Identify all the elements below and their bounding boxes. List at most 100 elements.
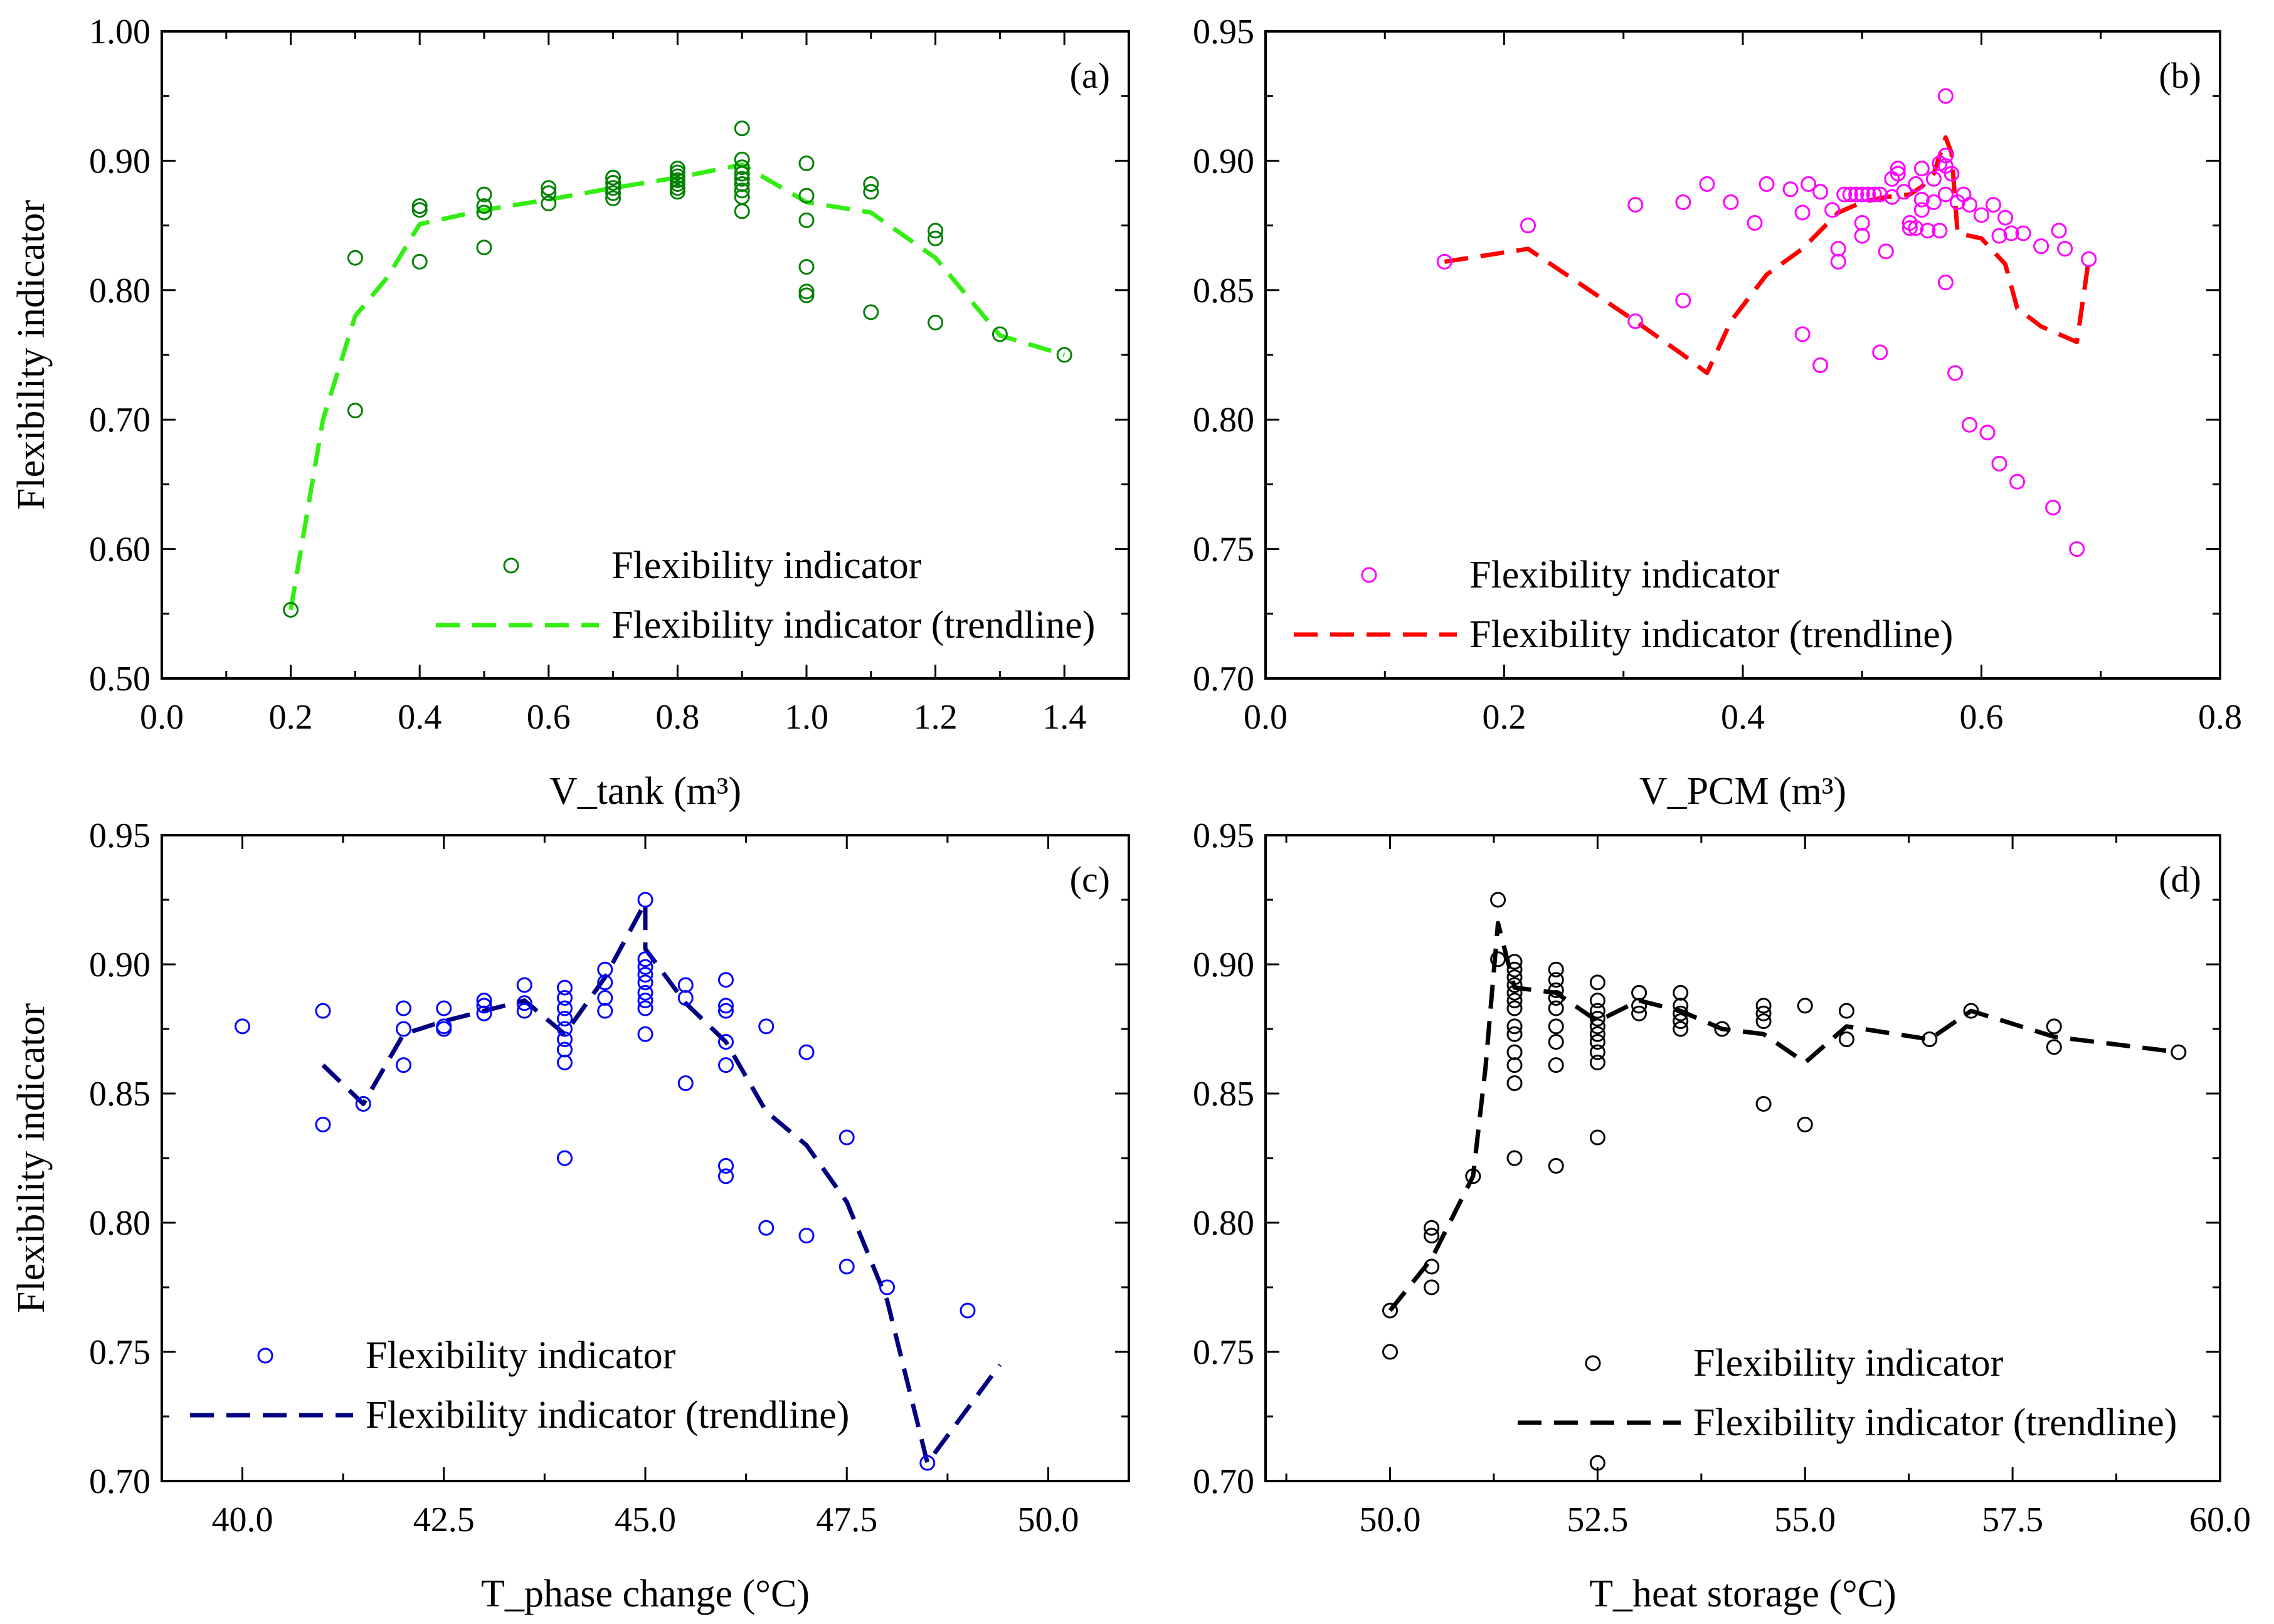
data-point <box>1506 1150 1523 1166</box>
data-point <box>557 1041 573 1058</box>
data-point <box>1548 1057 1564 1073</box>
data-point <box>879 1279 895 1295</box>
data-point <box>1506 993 1523 1009</box>
x-tick-label: 50.0 <box>1360 1500 1421 1539</box>
data-point <box>1797 998 1813 1014</box>
panel-label: (d) <box>2159 859 2201 900</box>
y-tick-label: 0.80 <box>1193 401 1254 440</box>
data-point <box>1548 1018 1564 1035</box>
data-point <box>863 304 879 320</box>
x-tick-label: 55.0 <box>1774 1500 1836 1539</box>
data-point <box>2057 241 2073 257</box>
legend-label: Flexibility indicator (trendline) <box>366 1394 849 1437</box>
data-point <box>347 403 363 419</box>
x-tick-label: 1.0 <box>785 698 828 737</box>
data-point <box>718 1057 734 1073</box>
data-point <box>1631 1005 1647 1021</box>
y-tick-label: 0.85 <box>1193 272 1254 310</box>
data-point <box>798 187 815 204</box>
data-point <box>798 287 815 303</box>
data-point <box>734 182 750 199</box>
data-point <box>919 1455 936 1471</box>
data-point <box>718 1157 734 1174</box>
data-point <box>396 1057 411 1073</box>
data-point <box>928 223 944 239</box>
data-point <box>1723 194 1739 210</box>
data-point <box>1548 1034 1564 1050</box>
chart-panel-b: 0.0 0.2 0.4 0.6 0.8 0.70 0.75 0.80 0.85 0.90 0.95 V… <box>1193 13 2242 813</box>
data-point <box>1854 186 1870 203</box>
data-point <box>677 1075 694 1092</box>
data-point <box>605 174 621 191</box>
data-point <box>1506 984 1523 1001</box>
legend: Flexibility indicator Flexibility indicat… <box>436 544 1095 646</box>
data-point <box>1932 223 1948 239</box>
legend-label: Flexibility indicator (trendline) <box>1469 613 1953 656</box>
data-point <box>758 1018 775 1035</box>
data-point <box>1506 1044 1523 1060</box>
x-tick-label: 0.4 <box>398 698 442 737</box>
data-point <box>1506 954 1523 970</box>
data-point <box>1436 253 1452 270</box>
data-point <box>1872 186 1888 203</box>
data-point <box>798 156 815 172</box>
data-point <box>605 180 621 196</box>
data-point <box>637 959 653 975</box>
data-point <box>1506 1000 1523 1016</box>
data-point <box>718 1168 734 1184</box>
data-point <box>1794 326 1811 342</box>
data-point <box>1675 292 1691 308</box>
data-point <box>1382 1344 1399 1360</box>
data-point <box>1890 166 1906 182</box>
x-axis-title: V_PCM (m³) <box>1639 770 1846 813</box>
data-point <box>1589 1011 1605 1027</box>
x-tick-label: 0.8 <box>655 698 699 737</box>
y-tick-label: 0.70 <box>1193 1462 1254 1501</box>
data-point <box>2003 225 2019 241</box>
data-point <box>1424 1220 1440 1236</box>
data-point <box>1937 274 1954 290</box>
chart-panel-d: 50.0 52.5 55.0 57.5 60.0 0.70 0.75 0.80 0.85 0.90… <box>1193 816 2251 1615</box>
y-tick-label: 0.75 <box>1193 530 1254 569</box>
data-point <box>1755 1013 1772 1030</box>
data-point <box>669 168 685 184</box>
data-point <box>1675 194 1691 210</box>
data-point <box>1520 218 1536 234</box>
data-point <box>669 180 685 196</box>
data-point <box>1963 1003 1979 1019</box>
data-point <box>1961 416 1977 433</box>
trendline-series-line <box>321 900 1002 1465</box>
data-point <box>1986 197 2002 213</box>
trendline-series-line <box>1388 920 2179 1312</box>
data-point <box>637 1000 653 1016</box>
legend: Flexibility indicator Flexibility indicat… <box>1294 554 1953 656</box>
legend-label: Flexibility indicator <box>1469 554 1780 596</box>
data-point <box>1872 344 1888 361</box>
data-point <box>605 169 621 186</box>
data-point <box>1548 961 1564 978</box>
data-point <box>557 1031 573 1047</box>
data-point <box>476 1005 492 1021</box>
data-point <box>1506 1075 1523 1092</box>
y-tick-label: 0.90 <box>89 946 151 984</box>
x-tick-label: 40.0 <box>212 1500 273 1539</box>
data-point <box>1979 424 1996 441</box>
data-point <box>516 1003 532 1019</box>
data-point <box>928 230 944 246</box>
data-point <box>1589 993 1605 1009</box>
legend-marker-symbol <box>503 557 519 574</box>
legend: Flexibility indicator Flexibility indicat… <box>190 1334 849 1437</box>
data-point <box>2046 1018 2062 1035</box>
data-point <box>863 184 879 200</box>
data-point <box>1830 253 1846 270</box>
data-point <box>669 161 685 177</box>
data-point <box>992 326 1008 342</box>
data-point <box>1506 977 1523 993</box>
data-point <box>677 990 694 1006</box>
y-tick-label: 0.90 <box>1193 946 1254 984</box>
data-point <box>1854 228 1870 244</box>
data-point <box>1913 161 1930 177</box>
data-point <box>1947 365 1964 381</box>
data-point <box>637 974 653 991</box>
data-point <box>1997 209 2014 226</box>
